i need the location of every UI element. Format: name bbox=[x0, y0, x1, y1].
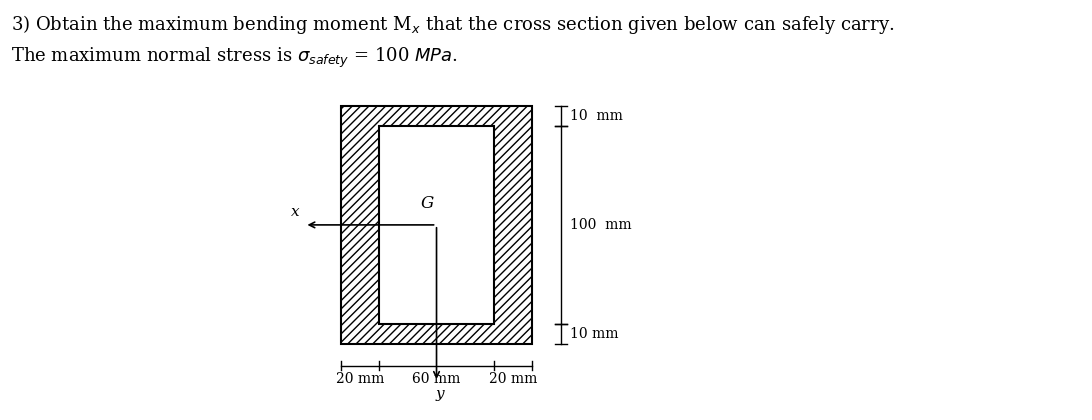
Text: 10 mm: 10 mm bbox=[570, 327, 619, 341]
Text: 3) Obtain the maximum bending moment M$_x$ that the cross section given below ca: 3) Obtain the maximum bending moment M$_… bbox=[11, 13, 894, 36]
Bar bbox=[341, 106, 532, 344]
Text: 20 mm: 20 mm bbox=[489, 372, 537, 386]
Text: 20 mm: 20 mm bbox=[336, 372, 384, 386]
Text: The maximum normal stress is $\sigma_{safety}$ = 100 $\it{MPa}$.: The maximum normal stress is $\sigma_{sa… bbox=[11, 46, 458, 70]
Text: 10  mm: 10 mm bbox=[570, 109, 624, 123]
Text: x: x bbox=[292, 205, 300, 219]
Text: y: y bbox=[435, 387, 443, 401]
Text: 100  mm: 100 mm bbox=[570, 218, 632, 232]
Text: G: G bbox=[420, 194, 434, 212]
Bar bbox=[379, 126, 494, 324]
Text: 60 mm: 60 mm bbox=[413, 372, 461, 386]
